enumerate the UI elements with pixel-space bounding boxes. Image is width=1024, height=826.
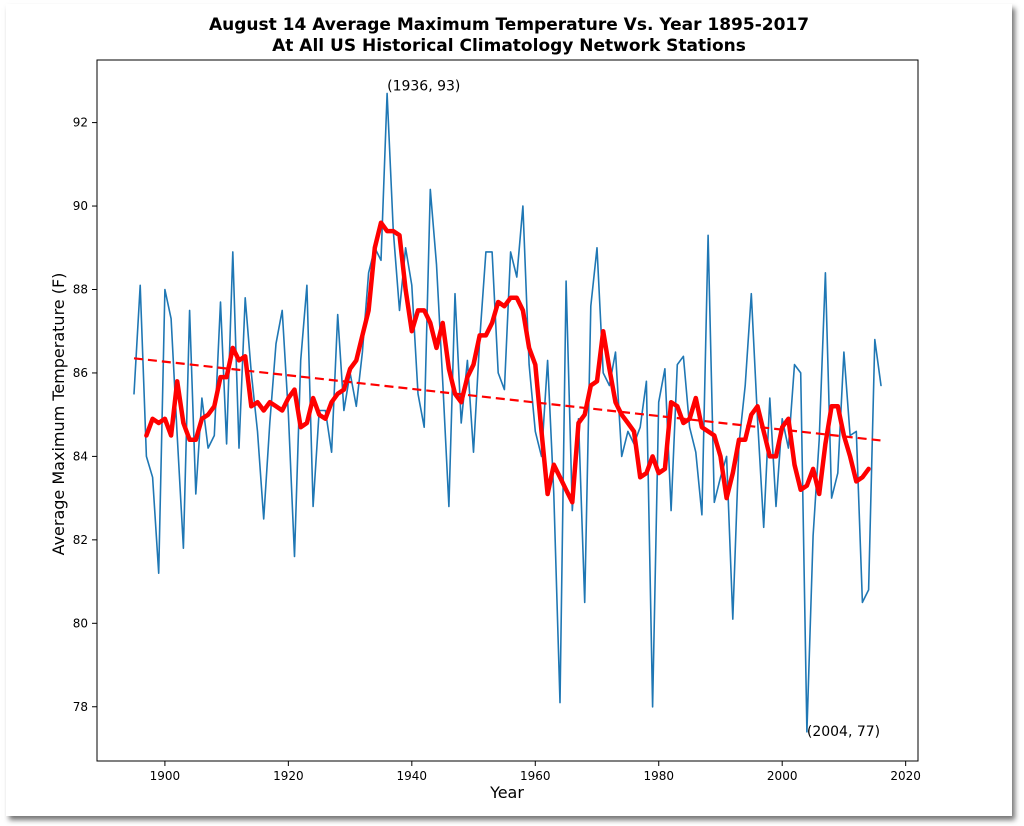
peak-annotation: (1936, 93) <box>387 78 460 94</box>
chart-title: August 14 Average Maximum Temperature Vs… <box>209 15 809 35</box>
x-tick-label: 2020 <box>890 769 921 783</box>
y-tick-label: 90 <box>73 199 88 213</box>
y-tick-label: 84 <box>73 449 88 463</box>
x-tick-label: 2000 <box>767 769 798 783</box>
peak-annotation: (2004, 77) <box>807 724 880 740</box>
y-tick-label: 80 <box>73 616 88 630</box>
x-axis-label: Year <box>489 783 524 802</box>
moving-average-line <box>144 220 871 505</box>
x-tick-label: 1920 <box>273 769 304 783</box>
x-tick-label: 1960 <box>520 769 551 783</box>
x-tick-label: 1940 <box>397 769 428 783</box>
axes-frame <box>96 59 919 762</box>
y-tick-label: 88 <box>73 282 88 296</box>
y-tick-label: 92 <box>73 116 88 130</box>
y-tick-label: 78 <box>73 700 88 714</box>
y-tick-label: 86 <box>73 366 88 380</box>
figure-frame: August 14 Average Maximum Temperature Vs… <box>6 4 1012 816</box>
temperature-chart: August 14 Average Maximum Temperature Vs… <box>49 15 921 802</box>
chart-subtitle: At All US Historical Climatology Network… <box>272 36 746 56</box>
raw-temperature-line <box>133 92 882 733</box>
x-tick-label: 1980 <box>643 769 674 783</box>
x-tick-label: 1900 <box>150 769 181 783</box>
y-axis-label: Average Maximum Temperature (F) <box>49 273 68 556</box>
plot-area: 1900 1920 1940 1960 1980 2000 2020 78 80 82 84 86 88… <box>73 59 921 783</box>
y-tick-label: 82 <box>73 533 88 547</box>
